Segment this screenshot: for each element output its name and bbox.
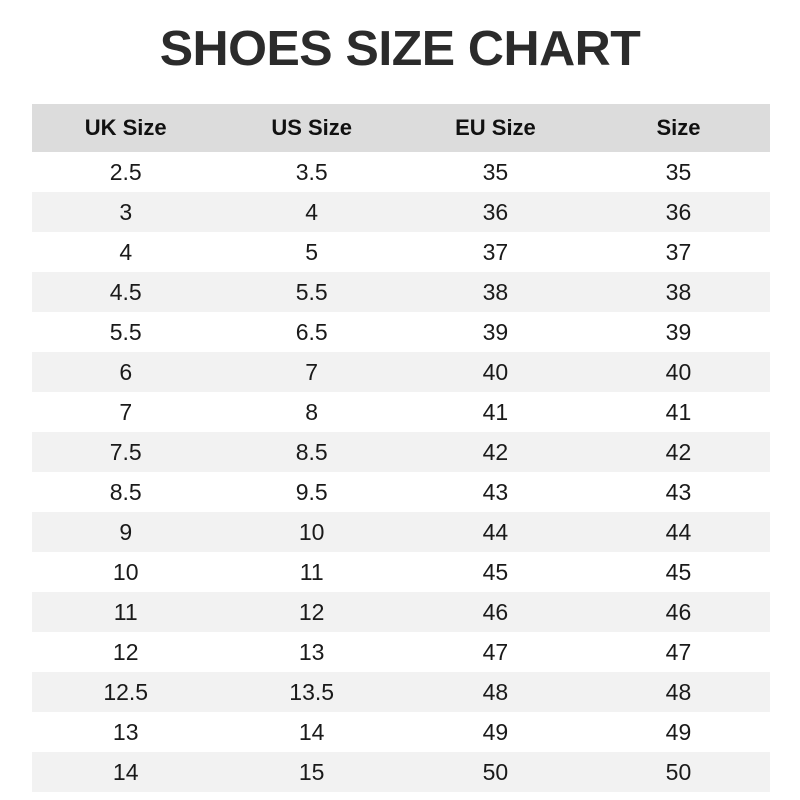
table-cell-eu: 40 — [482, 358, 509, 385]
table-cell-eu: 37 — [482, 238, 509, 265]
table-cell-uk: 8.5 — [109, 478, 142, 505]
table-row: 3 4 36 36 — [32, 192, 770, 232]
table-cell-uk: 11 — [113, 598, 138, 625]
table-cell-uk: 12.5 — [103, 678, 149, 705]
table-cell-us: 3.5 — [295, 158, 328, 185]
table-cell-size: 36 — [665, 198, 692, 225]
table-cell-us: 6.5 — [295, 318, 328, 345]
table-cell-size: 35 — [665, 158, 692, 185]
table-cell-size: 41 — [665, 398, 692, 425]
table-cell-size: 46 — [665, 598, 692, 625]
table-cell-size: 38 — [665, 278, 692, 305]
table-cell-uk: 14 — [112, 758, 139, 785]
table-row: 6 7 40 40 — [32, 352, 770, 392]
table-cell-us: 7 — [305, 358, 319, 385]
table-row: 5.5 6.5 39 39 — [32, 312, 770, 352]
table-cell-us: 5 — [305, 238, 319, 265]
column-header-uk-size: UK Size — [84, 115, 167, 140]
table-cell-us: 13 — [298, 638, 325, 665]
table-cell-us: 9.5 — [295, 478, 328, 505]
table-row: 13 14 49 49 — [32, 712, 770, 752]
table-row: 7 8 41 41 — [32, 392, 770, 432]
table-row: 10 11 45 45 — [32, 552, 770, 592]
table-cell-size: 39 — [665, 318, 692, 345]
table-cell-size: 37 — [665, 238, 692, 265]
table-cell-us: 10 — [298, 518, 325, 545]
table-cell-uk: 13 — [112, 718, 139, 745]
table-cell-uk: 3 — [119, 198, 133, 225]
table-cell-us: 11 — [299, 558, 324, 585]
column-header-size: Size — [656, 115, 701, 140]
table-cell-eu: 42 — [482, 438, 509, 465]
table-header: UK Size US Size EU Size Size — [32, 104, 770, 152]
table-cell-eu: 49 — [482, 718, 509, 745]
table-cell-uk: 4.5 — [109, 278, 142, 305]
page-title: SHOES SIZE CHART — [159, 22, 641, 76]
table-cell-eu: 50 — [482, 758, 509, 785]
table-cell-size: 43 — [665, 478, 692, 505]
table-cell-eu: 46 — [482, 598, 509, 625]
table-cell-us: 13.5 — [289, 678, 335, 705]
table-cell-uk: 7 — [119, 398, 133, 425]
table-cell-size: 49 — [665, 718, 692, 745]
table-cell-uk: 12 — [112, 638, 139, 665]
table-row: 4 5 37 37 — [32, 232, 770, 272]
table-cell-size: 44 — [665, 518, 692, 545]
table-cell-eu: 43 — [482, 478, 509, 505]
table-cell-uk: 2.5 — [109, 158, 142, 185]
table-cell-eu: 41 — [482, 398, 509, 425]
table-cell-eu: 36 — [482, 198, 509, 225]
table-cell-eu: 44 — [482, 518, 509, 545]
size-table-container: UK Size US Size EU Size Size 2.5 3.5 35 35 3… — [32, 104, 770, 792]
table-cell-size: 48 — [665, 678, 692, 705]
table-cell-uk: 9 — [119, 518, 133, 545]
column-header-eu-size: EU Size — [455, 115, 536, 140]
table-cell-uk: 6 — [119, 358, 133, 385]
table-cell-us: 12 — [298, 598, 325, 625]
table-cell-eu: 47 — [482, 638, 509, 665]
table-cell-size: 47 — [665, 638, 692, 665]
table-cell-us: 5.5 — [295, 278, 328, 305]
table-cell-eu: 48 — [482, 678, 509, 705]
table-row: 12.5 13.5 48 48 — [32, 672, 770, 712]
table-cell-size: 40 — [665, 358, 692, 385]
table-row: 8.5 9.5 43 43 — [32, 472, 770, 512]
table-row: 4.5 5.5 38 38 — [32, 272, 770, 312]
table-row: 12 13 47 47 — [32, 632, 770, 672]
table-row: 2.5 3.5 35 35 — [32, 152, 770, 192]
table-cell-uk: 7.5 — [109, 438, 142, 465]
table-cell-eu: 35 — [482, 158, 509, 185]
table-cell-us: 14 — [298, 718, 325, 745]
table-cell-us: 4 — [305, 198, 319, 225]
table-cell-size: 50 — [665, 758, 692, 785]
shoes-size-table: UK Size US Size EU Size Size 2.5 3.5 35 35 3… — [32, 104, 770, 792]
column-header-us-size: US Size — [271, 115, 353, 140]
table-row: 11 12 46 46 — [32, 592, 770, 632]
table-cell-eu: 39 — [482, 318, 509, 345]
table-cell-us: 8 — [305, 398, 319, 425]
table-cell-uk: 10 — [112, 558, 139, 585]
table-cell-eu: 38 — [482, 278, 509, 305]
table-cell-us: 8.5 — [295, 438, 328, 465]
table-row: 14 15 50 50 — [32, 752, 770, 792]
table-header-row: UK Size US Size EU Size Size — [32, 104, 770, 152]
table-body: 2.5 3.5 35 35 3 4 36 36 4 5 37 37 4.5 5.5 38 38 5.5 6.5 39… — [32, 152, 770, 792]
table-cell-uk: 5.5 — [109, 318, 142, 345]
table-row: 9 10 44 44 — [32, 512, 770, 552]
table-cell-eu: 45 — [482, 558, 509, 585]
table-row: 7.5 8.5 42 42 — [32, 432, 770, 472]
table-cell-size: 45 — [665, 558, 692, 585]
table-cell-us: 15 — [298, 758, 325, 785]
table-cell-size: 42 — [665, 438, 692, 465]
table-cell-uk: 4 — [119, 238, 133, 265]
